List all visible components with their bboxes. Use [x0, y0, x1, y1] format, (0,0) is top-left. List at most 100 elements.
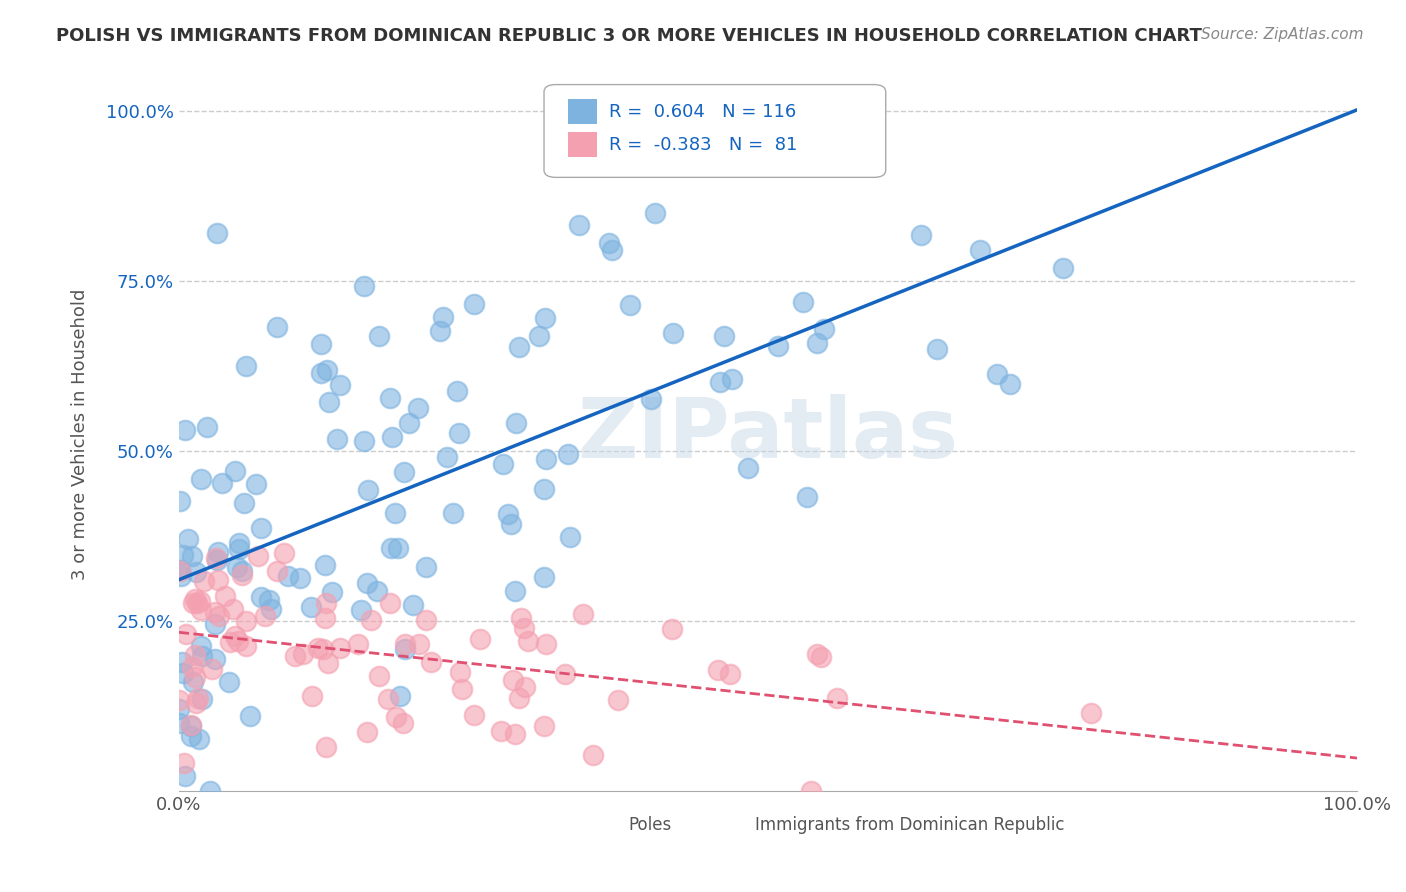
Point: [201, 662, 224, 676]
Point: [489, 723, 512, 738]
Point: [357, 483, 380, 497]
Point: [180, 660, 202, 674]
Point: [1052, 261, 1074, 276]
Point: [191, 649, 214, 664]
Point: [266, 319, 288, 334]
Point: [200, 784, 222, 798]
Point: [360, 613, 382, 627]
Text: ZIPatlas: ZIPatlas: [578, 393, 959, 475]
Point: [496, 507, 519, 521]
Point: [309, 337, 332, 351]
Point: [533, 482, 555, 496]
Point: [515, 680, 537, 694]
Text: Poles: Poles: [628, 816, 672, 834]
Text: Source: ZipAtlas.com: Source: ZipAtlas.com: [1201, 27, 1364, 42]
FancyBboxPatch shape: [544, 85, 886, 178]
Point: [205, 550, 228, 565]
Y-axis label: 3 or more Vehicles in Household: 3 or more Vehicles in Household: [72, 289, 89, 580]
Point: [533, 570, 555, 584]
Point: [799, 784, 821, 798]
Point: [188, 594, 211, 608]
Point: [190, 603, 212, 617]
Point: [231, 564, 253, 578]
Point: [228, 541, 250, 556]
Point: [366, 583, 388, 598]
Point: [245, 477, 267, 491]
Point: [315, 596, 337, 610]
Point: [406, 401, 429, 416]
Point: [662, 326, 685, 340]
Point: [260, 602, 283, 616]
Point: [235, 614, 257, 628]
Point: [709, 376, 731, 390]
Point: [266, 564, 288, 578]
Point: [254, 609, 277, 624]
Point: [381, 429, 404, 443]
Point: [969, 244, 991, 258]
Point: [378, 392, 401, 406]
Point: [582, 747, 605, 762]
Point: [502, 673, 524, 688]
Point: [205, 553, 228, 567]
Point: [910, 228, 932, 243]
Point: [228, 633, 250, 648]
Point: [463, 708, 485, 723]
Point: [174, 424, 197, 438]
Text: R =  -0.383   N =  81: R = -0.383 N = 81: [609, 136, 797, 154]
Point: [607, 693, 630, 707]
Point: [318, 394, 340, 409]
Point: [415, 613, 437, 627]
Point: [249, 521, 271, 535]
Point: [450, 681, 472, 696]
Point: [169, 493, 191, 508]
Point: [508, 690, 530, 705]
Point: [350, 603, 373, 617]
Point: [172, 665, 194, 680]
Point: [315, 740, 337, 755]
Point: [568, 218, 591, 232]
Point: [492, 457, 515, 471]
Point: [169, 702, 191, 716]
Point: [661, 622, 683, 636]
Point: [737, 461, 759, 475]
Point: [231, 568, 253, 582]
Point: [184, 697, 207, 711]
Point: [813, 322, 835, 336]
Point: [356, 725, 378, 739]
Point: [309, 366, 332, 380]
Point: [1080, 706, 1102, 720]
Point: [292, 648, 315, 662]
Point: [810, 650, 832, 665]
Point: [190, 692, 212, 706]
Point: [527, 328, 550, 343]
Point: [619, 298, 641, 312]
Point: [204, 652, 226, 666]
Point: [408, 637, 430, 651]
Point: [184, 670, 207, 684]
Point: [246, 549, 269, 564]
Point: [367, 329, 389, 343]
Point: [329, 640, 352, 655]
Point: [174, 627, 197, 641]
Point: [436, 450, 458, 464]
Point: [806, 336, 828, 351]
Point: [235, 359, 257, 374]
Point: [214, 589, 236, 603]
Point: [314, 611, 336, 625]
Point: [446, 384, 468, 398]
Point: [806, 647, 828, 661]
Point: [176, 533, 198, 547]
Point: [307, 641, 329, 656]
Point: [378, 596, 401, 610]
Point: [380, 541, 402, 556]
Point: [195, 420, 218, 434]
Point: [284, 648, 307, 663]
Point: [385, 710, 408, 724]
Text: POLISH VS IMMIGRANTS FROM DOMINICAN REPUBLIC 3 OR MORE VEHICLES IN HOUSEHOLD COR: POLISH VS IMMIGRANTS FROM DOMINICAN REPU…: [56, 27, 1202, 45]
Point: [329, 378, 352, 392]
Point: [326, 432, 349, 446]
Point: [184, 648, 207, 662]
Point: [534, 636, 557, 650]
Point: [184, 592, 207, 607]
Point: [394, 641, 416, 656]
